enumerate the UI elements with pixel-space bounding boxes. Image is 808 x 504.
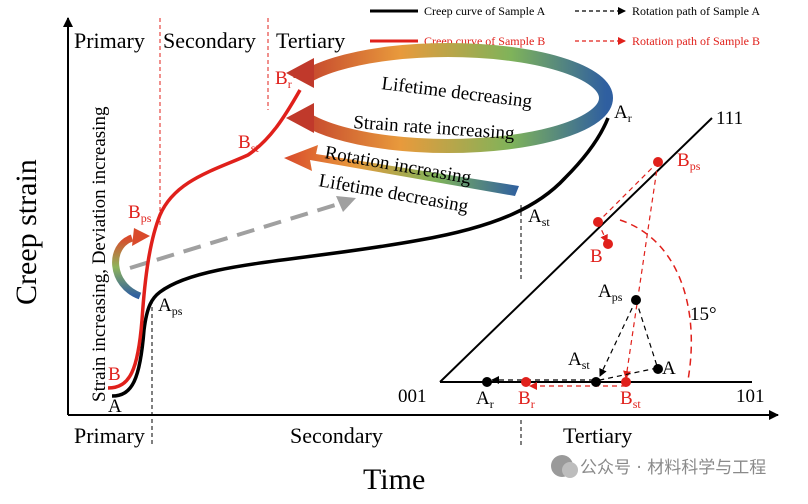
triangle-hypotenuse — [439, 117, 713, 383]
dot-ast — [591, 377, 601, 387]
label-point-ar: Ar — [614, 102, 632, 125]
creep-curve-a — [111, 117, 610, 398]
stage-top-secondary: Secondary — [163, 28, 256, 53]
tri-label-a: A — [662, 358, 676, 379]
ring-arrow-top — [286, 58, 314, 88]
legend-rotation-b: Rotation path of Sample B — [632, 34, 760, 48]
small-ring-arrow — [132, 228, 150, 246]
rotation-arrow — [284, 145, 519, 196]
legend-curve-a: Creep curve of Sample A — [424, 4, 546, 18]
rot-a-a-to-ast — [599, 367, 658, 381]
angle-arc — [619, 219, 693, 381]
stage-bottom-secondary: Secondary — [290, 423, 383, 448]
dot-ar — [482, 377, 492, 387]
tri-label-bst: Bst — [620, 388, 641, 411]
dot-bps — [653, 157, 663, 167]
ring-arrow-bottom — [286, 103, 314, 133]
pole-figure: 111 001 101 15° Bps B Aps A Ast Ar Br Bs… — [398, 108, 765, 411]
label-point-b: B — [108, 364, 121, 385]
rot-b-bps-to-b — [597, 161, 659, 223]
dot-br — [521, 377, 531, 387]
watermark: 公众号 · 材料科学与工程 — [551, 455, 766, 478]
guide-dash-arrowhead — [336, 196, 356, 212]
label-lifetime-decreasing-top: Lifetime decreasing — [380, 73, 533, 112]
label-point-bps: Bps — [128, 202, 152, 225]
stage-bottom-primary: Primary — [74, 423, 145, 448]
tri-label-br: Br — [518, 388, 535, 411]
dot-a — [653, 364, 663, 374]
triangle-angle: 15° — [690, 304, 717, 325]
tri-label-b: B — [590, 246, 603, 267]
rot-b-bps-to-bst — [623, 161, 659, 379]
vertical-note: Strain increasing, Deviation increasing — [89, 106, 110, 402]
small-ring — [112, 234, 142, 300]
guide-dash-arrow — [129, 200, 346, 270]
triangle-corner-111: 111 — [716, 108, 743, 129]
triangle-corner-101: 101 — [736, 386, 765, 407]
y-axis-title: Creep strain — [10, 159, 43, 305]
tri-label-ar: Ar — [476, 388, 494, 411]
tri-label-bps: Bps — [677, 150, 701, 173]
dot-bst — [621, 377, 631, 387]
dot-b — [603, 239, 613, 249]
stage-bottom-tertiary: Tertiary — [563, 423, 632, 448]
wechat-icon-inner — [562, 462, 578, 478]
label-point-aps: Aps — [158, 295, 183, 318]
dot-b-upper — [593, 217, 603, 227]
legend-rotation-a: Rotation path of Sample A — [632, 4, 760, 18]
dot-aps — [631, 295, 641, 305]
label-point-ast: Ast — [528, 206, 550, 229]
label-point-br: Br — [275, 68, 292, 91]
tri-label-ast: Ast — [568, 349, 590, 372]
label-point-a: A — [108, 396, 122, 417]
x-axis-title: Time — [363, 463, 425, 496]
rot-a-aps-to-ast — [599, 299, 637, 377]
rot-a-aps-to-a — [635, 299, 658, 367]
legend: Creep curve of Sample A Rotation path of… — [370, 4, 760, 48]
watermark-text: 公众号 · 材料科学与工程 — [580, 458, 766, 478]
label-point-bst: Bst — [238, 132, 259, 155]
stage-top-tertiary: Tertiary — [276, 28, 345, 53]
triangle-corner-001: 001 — [398, 386, 427, 407]
stage-top-primary: Primary — [74, 28, 145, 53]
creep-curve-b — [107, 89, 302, 390]
tri-label-aps: Aps — [598, 281, 623, 304]
